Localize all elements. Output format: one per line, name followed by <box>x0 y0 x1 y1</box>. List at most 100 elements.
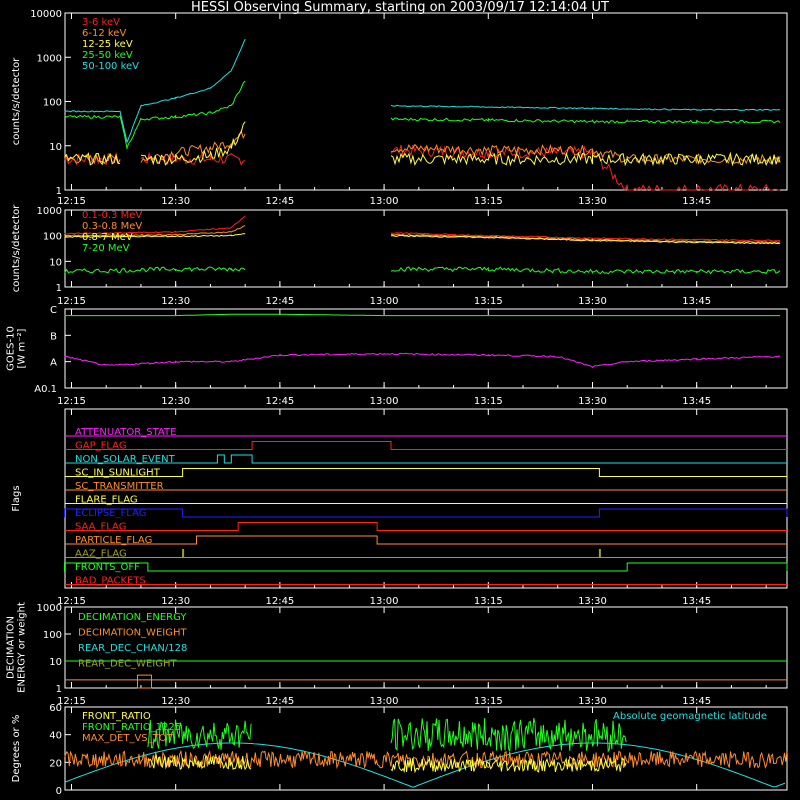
y-tick-label: 0 <box>56 786 62 797</box>
goes-series-line <box>64 313 781 317</box>
x-tick-label: 13:45 <box>682 196 711 207</box>
x-tick-label: 12:15 <box>57 696 86 707</box>
y-axis-label: Degrees or % <box>11 715 22 783</box>
panel-frame-4 <box>64 408 788 589</box>
flag-label: FRONTS_OFF <box>75 562 140 573</box>
y-tick-label: A <box>50 358 57 369</box>
series-line-25-50-keV <box>64 80 781 150</box>
series-line-50-100-keV <box>64 38 781 143</box>
y-tick-label: 1 <box>56 186 62 197</box>
panel-frame-2 <box>64 209 788 288</box>
y-tick-label: A0.1 <box>34 384 57 395</box>
goes-series-line <box>64 352 781 369</box>
geomagnetic-latitude-line <box>64 742 786 788</box>
flag-label: NON_SOLAR_EVENT <box>75 454 176 465</box>
x-tick-label: 12:15 <box>57 596 86 607</box>
flag-label: ATTENUATOR_STATE <box>75 427 176 438</box>
y-tick-label: 100 <box>43 232 62 243</box>
y-tick-label: 10 <box>49 257 62 268</box>
x-tick-label: 12:15 <box>57 396 86 407</box>
legend-entry: REAR_DEC_CHAN/128 <box>78 643 187 654</box>
y-tick-label: 10 <box>49 142 62 153</box>
legend-entry: 0.3-0.8 MeV <box>82 221 142 232</box>
x-tick-label: 12:30 <box>161 596 190 607</box>
x-tick-label: 13:00 <box>370 396 399 407</box>
x-tick-label: 12:30 <box>161 196 190 207</box>
y-axis-label: counts/s/detector <box>11 204 22 292</box>
y-axis-label-2: counts/s/detector <box>11 204 22 292</box>
legend-entry: DECIMATION_WEIGHT <box>78 628 187 639</box>
series-line-12-25-keV <box>64 121 781 167</box>
x-tick-label: 13:15 <box>474 296 503 307</box>
y-axis-label-1: counts/s/detector <box>11 57 22 145</box>
chart-title: HESSI Observing Summary, starting on 200… <box>191 0 609 15</box>
x-tick-label: 13:15 <box>474 396 503 407</box>
x-tick-label: 12:30 <box>161 696 190 707</box>
x-tick-label: 13:45 <box>682 596 711 607</box>
flag-line-fronts-off <box>64 562 788 572</box>
x-tick-label: 13:15 <box>474 696 503 707</box>
legend-entry: 3-6 keV <box>82 17 120 28</box>
x-tick-label: 12:15 <box>57 196 86 207</box>
panel-frame-1 <box>64 12 788 191</box>
panel-frame-3 <box>64 308 788 389</box>
x-tick-label: 12:15 <box>57 296 86 307</box>
flag-label: GAP_FLAG <box>75 441 127 452</box>
legend-entry: 0.1-0.3 MeV <box>82 210 142 221</box>
y-tick-label: 1000 <box>37 603 62 614</box>
legend-entry: MAX_DET_VS_TOT <box>82 733 174 744</box>
x-tick-label: 13:30 <box>578 696 607 707</box>
x-tick-label: 12:45 <box>265 296 294 307</box>
flag-line-aaz-flag <box>65 549 787 558</box>
flag-label: SC_IN_SUNLIGHT <box>75 468 161 479</box>
legend-entry: 6-12 keV <box>82 28 126 39</box>
y-tick-label: C <box>50 305 57 316</box>
legend-entry: 25-50 keV <box>82 50 133 61</box>
y-tick-label: 40 <box>49 731 62 742</box>
y-tick-label: 10 <box>49 657 62 668</box>
decimation-weight-step <box>136 674 152 689</box>
y-tick-label: 10000 <box>30 9 62 20</box>
y-axis-label-5: DECIMATION ENERGY or weight <box>6 602 28 693</box>
flag-label: SC_TRANSMITTER <box>75 481 164 492</box>
y-tick-label: B <box>50 331 57 342</box>
x-tick-label: 12:45 <box>265 696 294 707</box>
flag-label: AAZ_FLAG <box>75 549 127 560</box>
flag-line-non-solar-event <box>65 454 787 464</box>
x-tick-label: 13:00 <box>370 296 399 307</box>
y-axis-label: [W m⁻²] <box>17 328 28 368</box>
x-tick-label: 13:30 <box>578 296 607 307</box>
y-axis-label: Flags <box>11 485 22 511</box>
panel-frame-5 <box>64 606 788 689</box>
legend-entry: DECIMATION_ENERGY <box>78 612 187 623</box>
flag-line-eclipse-flag <box>64 508 788 518</box>
legend-entry: 12-25 keV <box>82 39 133 50</box>
flag-line-saa-flag <box>65 522 787 531</box>
y-axis-label: DECIMATION <box>6 616 17 679</box>
flag-label: FLARE_FLAG <box>75 495 138 506</box>
flag-label: SAA_FLAG <box>75 522 126 533</box>
y-tick-label: 1000 <box>37 53 62 64</box>
series-line-0.8-7-MeV <box>64 233 781 245</box>
x-tick-label: 13:00 <box>370 196 399 207</box>
legend-entry: FRONT_RATIO_1225 <box>82 722 181 733</box>
legend-entry: FRONT_RATIO <box>82 711 151 722</box>
x-tick-label: 13:30 <box>578 196 607 207</box>
x-tick-label: 13:45 <box>682 296 711 307</box>
x-tick-label: 12:30 <box>161 296 190 307</box>
x-tick-label: 13:15 <box>474 196 503 207</box>
legend-entry: 7-20 MeV <box>82 243 130 254</box>
y-tick-label: 60 <box>49 703 62 714</box>
legend-entry: 50-100 keV <box>82 61 139 72</box>
flag-line-particle-flag <box>65 535 787 545</box>
flag-label: ECLIPSE_FLAG <box>75 508 146 519</box>
series-line-7-20-MeV <box>64 266 781 275</box>
x-tick-label: 12:30 <box>161 396 190 407</box>
y-tick-label: 20 <box>49 758 62 769</box>
x-tick-label: 13:15 <box>474 596 503 607</box>
panel-frame-6 <box>64 706 788 791</box>
flag-line-gap-flag <box>65 441 787 450</box>
y-tick-label: 100 <box>43 630 62 641</box>
y-tick-label: 1000 <box>37 206 62 217</box>
